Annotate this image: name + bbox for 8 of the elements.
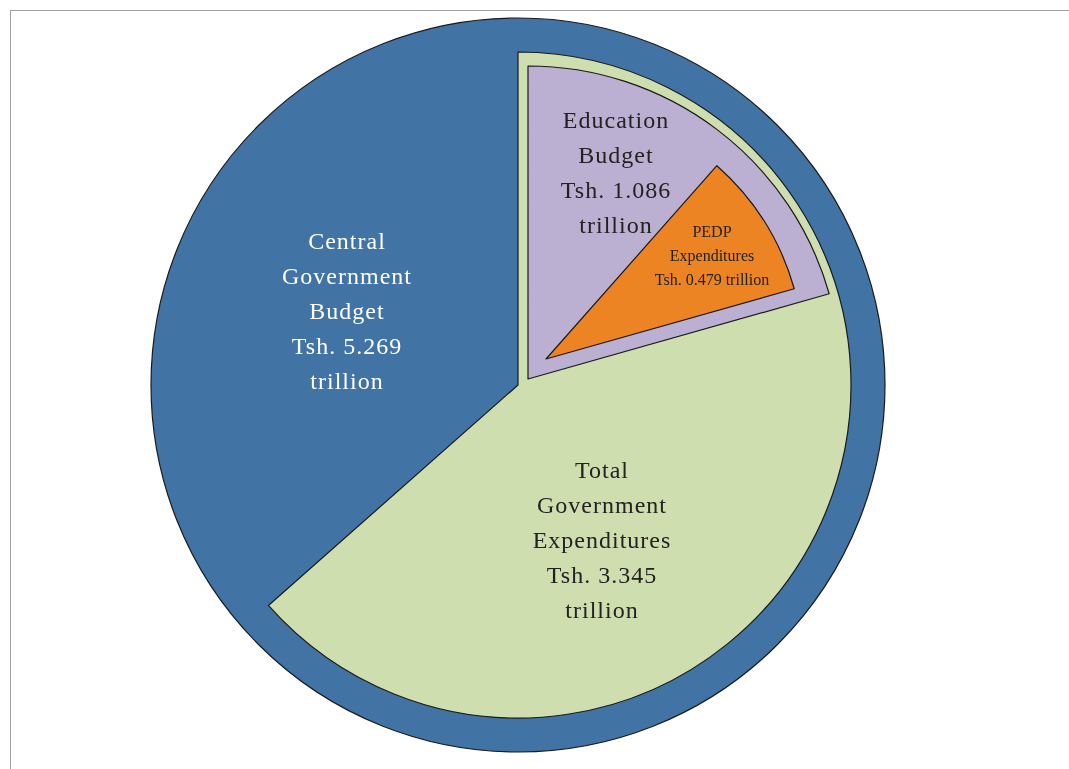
data-label: Tsh. 3.345 trillion <box>546 561 658 623</box>
category-label: Central Government Budget <box>282 227 412 324</box>
data-label: Tsh. 5.269 trillion <box>291 332 403 394</box>
category-label: PEDP Expenditures <box>669 222 755 265</box>
category-label: Total Government Expenditures <box>532 456 672 553</box>
data-label: Tsh. 0.479 trillion <box>654 270 770 288</box>
category-label: Education Budget <box>562 106 670 168</box>
data-label: Tsh. 1.086 trillion <box>560 176 672 238</box>
